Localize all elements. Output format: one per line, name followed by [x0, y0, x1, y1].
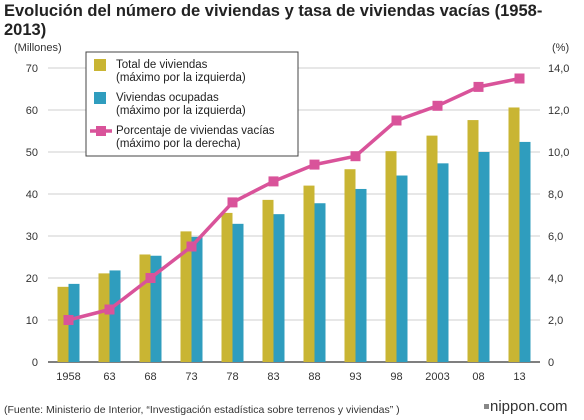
- bar-occupied: [68, 283, 80, 362]
- bar-occupied: [191, 236, 203, 362]
- x-tick-label: 08: [472, 371, 484, 383]
- legend-label: Porcentaje de viviendas vacías: [116, 125, 275, 137]
- y-right-tick-label: 14,0: [548, 63, 569, 75]
- y-left-tick-label: 10: [26, 315, 38, 327]
- bar-occupied: [396, 175, 408, 362]
- bar-occupied: [478, 152, 490, 362]
- y-right-tick-label: 6,0: [548, 231, 563, 243]
- vacancy-rate-point: [432, 100, 443, 111]
- bar-occupied: [273, 214, 285, 362]
- y-right-tick-label: 2,0: [548, 315, 563, 327]
- vacancy-rate-line: [68, 76, 520, 322]
- vacancy-rate-point: [186, 241, 197, 252]
- legend-box: [85, 51, 299, 157]
- brand-logo: nippon.com: [484, 398, 568, 415]
- vacancy-rate-point: [514, 73, 525, 84]
- vacancy-rate-point: [227, 197, 238, 208]
- left-axis-unit: (Millones): [14, 42, 62, 54]
- vacancy-rate-point: [63, 315, 74, 325]
- x-tick-label: 63: [103, 371, 115, 383]
- y-left-tick-label: 70: [26, 63, 38, 75]
- y-left-tick-label: 40: [26, 189, 38, 201]
- vacancy-rate-point: [350, 151, 361, 162]
- legend-label: Total de viviendas: [116, 59, 208, 71]
- brand-label: nippon.com: [490, 398, 568, 415]
- vacancy-rate-point: [309, 159, 320, 170]
- bar-total: [57, 286, 69, 362]
- bar-total: [467, 120, 479, 362]
- bar-occupied: [355, 188, 367, 362]
- y-right-tick-label: 4,0: [548, 273, 563, 285]
- x-tick-label: 83: [267, 371, 279, 383]
- source-note: (Fuente: Ministerio de Interior, “Invest…: [4, 404, 400, 416]
- bar-occupied: [150, 255, 162, 362]
- bar-occupied: [232, 223, 244, 362]
- x-tick-label: 78: [226, 371, 238, 383]
- x-tick-label: 88: [308, 371, 320, 383]
- bar-total: [221, 212, 233, 362]
- x-tick-label: 2003: [425, 371, 449, 383]
- vacancy-rate-point: [145, 273, 156, 283]
- y-right-tick-label: 12,0: [548, 105, 569, 117]
- y-left-tick-label: 60: [26, 105, 38, 117]
- bar-total: [262, 199, 274, 362]
- bar-total: [180, 231, 192, 362]
- x-tick-label: 68: [144, 371, 156, 383]
- bar-occupied: [519, 141, 531, 362]
- bar-occupied: [314, 203, 326, 362]
- right-axis-unit: (%): [552, 42, 570, 54]
- y-right-tick-label: 0: [548, 357, 554, 369]
- legend-sublabel: (máximo por la izquierda): [116, 72, 246, 84]
- y-left-tick-label: 50: [26, 147, 38, 159]
- legend-sublabel: (máximo por la izquierda): [116, 105, 246, 117]
- bar-total: [344, 169, 356, 362]
- bar-total: [98, 273, 110, 362]
- bar-total: [139, 254, 151, 362]
- x-tick-label: 1958: [56, 371, 80, 383]
- bar-total: [508, 107, 520, 362]
- vacancy-rate-point: [473, 81, 484, 92]
- vacancy-rate-point: [104, 304, 115, 315]
- vacancy-rate-point: [268, 176, 279, 187]
- bar-total: [426, 135, 438, 362]
- bar-occupied: [109, 270, 121, 362]
- x-tick-label: 93: [349, 371, 361, 383]
- x-tick-label: 73: [185, 371, 197, 383]
- y-right-tick-label: 10,0: [548, 147, 569, 159]
- legend-marker: [96, 126, 106, 136]
- y-left-tick-label: 30: [26, 231, 38, 243]
- legend-label: Viviendas ocupadas: [116, 92, 219, 104]
- legend-sublabel: (máximo por la derecha): [116, 138, 241, 150]
- square-icon: [484, 404, 489, 410]
- vacancy-rate-point: [391, 115, 402, 126]
- x-tick-label: 98: [390, 371, 402, 383]
- chart-title: Evolución del número de viviendas y tasa…: [4, 2, 543, 39]
- x-tick-label: 13: [513, 371, 525, 383]
- y-left-tick-label: 20: [26, 273, 38, 285]
- bar-occupied: [437, 163, 449, 362]
- legend-swatch: [94, 92, 106, 104]
- legend-swatch: [94, 59, 106, 71]
- bar-total: [385, 151, 397, 362]
- y-left-tick-label: 0: [32, 357, 38, 369]
- bar-total: [303, 185, 315, 362]
- y-right-tick-label: 8,0: [548, 189, 563, 201]
